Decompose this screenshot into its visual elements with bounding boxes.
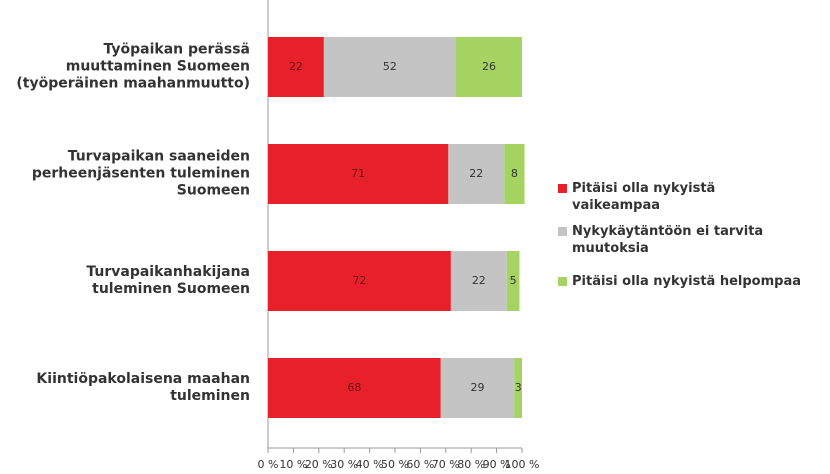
bar-segment (268, 251, 451, 311)
bar-segment (448, 144, 505, 204)
data-label: 22 (472, 274, 486, 287)
data-label: 29 (471, 381, 485, 394)
x-tick-label: 30 % (330, 458, 358, 471)
category-label: Turvapaikan saaneiden perheenjäsenten tu… (31, 148, 250, 199)
bar-segment (450, 251, 507, 311)
legend-label: Nykykäytäntöön ei tarvita muutoksia (572, 224, 764, 256)
x-tick-label: 70 % (432, 458, 460, 471)
bar-segment (268, 37, 324, 97)
bar-segment (268, 358, 441, 418)
data-label: 22 (469, 167, 483, 180)
data-label: 68 (347, 381, 361, 394)
category-label: Kiintiöpakolaisena maahan tuleminen (36, 371, 250, 404)
legend-label: Pitäisi olla nykyistä vaikeampaa (572, 181, 716, 213)
bar-segment (504, 144, 525, 204)
legend-swatch (558, 277, 567, 286)
legend-swatch (558, 184, 567, 193)
x-tick-label: 10 % (279, 458, 307, 471)
x-tick-label: 40 % (356, 458, 384, 471)
bar-segment (506, 251, 520, 311)
bar-segment (455, 37, 522, 97)
data-label: 52 (383, 60, 397, 73)
x-tick-label: 60 % (406, 458, 434, 471)
x-tick-label: 100 % (505, 458, 540, 471)
legend-swatch (558, 227, 567, 236)
data-label: 3 (515, 381, 522, 394)
x-tick-label: 0 % (258, 458, 279, 471)
bar-segment (440, 358, 515, 418)
bar-segment (268, 144, 449, 204)
x-tick-label: 90 % (483, 458, 511, 471)
x-tick-label: 20 % (305, 458, 333, 471)
bar-segment (514, 358, 522, 418)
data-label: 8 (511, 167, 518, 180)
data-label: 26 (482, 60, 496, 73)
data-label: 72 (352, 274, 366, 287)
bar-segment (323, 37, 456, 97)
data-label: 22 (289, 60, 303, 73)
data-label: 71 (351, 167, 365, 180)
legend-label: Pitäisi olla nykyistä helpompaa (572, 274, 802, 289)
data-label: 5 (510, 274, 517, 287)
x-tick-label: 80 % (457, 458, 485, 471)
x-tick-label: 50 % (381, 458, 409, 471)
category-label: Työpaikan perässä muuttaminen Suomeen (t… (16, 41, 250, 92)
category-label: Turvapaikanhakijana tuleminen Suomeen (86, 264, 250, 297)
